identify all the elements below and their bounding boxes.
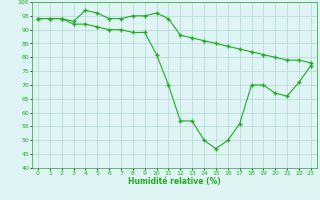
X-axis label: Humidité relative (%): Humidité relative (%)	[128, 177, 221, 186]
